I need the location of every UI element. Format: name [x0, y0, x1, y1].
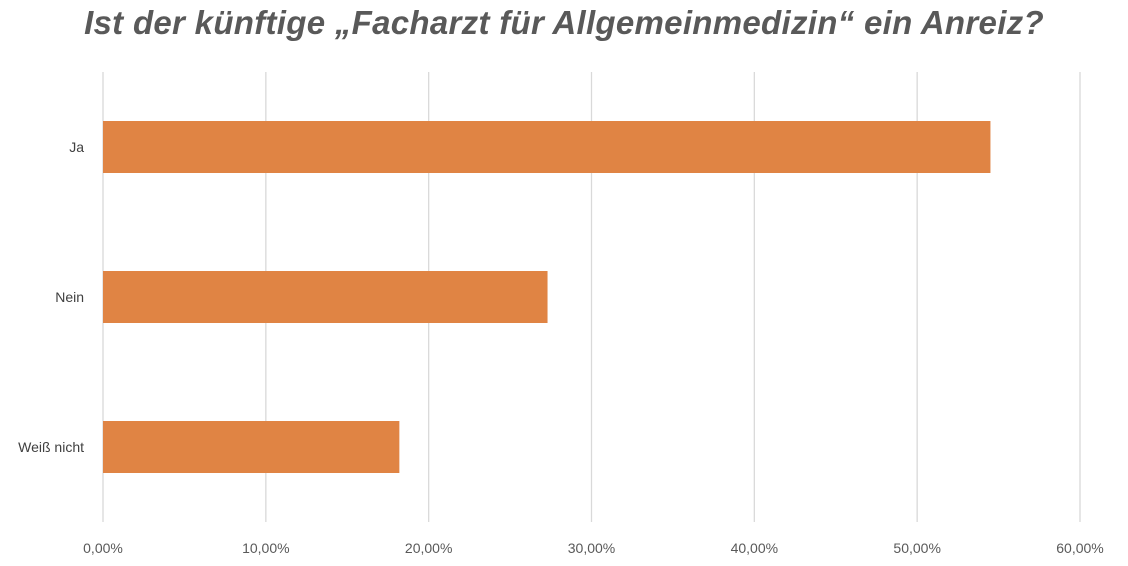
x-tick-label: 60,00%	[1056, 540, 1103, 556]
bar	[103, 121, 991, 173]
category-label: Nein	[55, 289, 84, 305]
chart-title: Ist der künftige „Facharzt für Allgemein…	[84, 4, 1044, 41]
x-tick-label: 10,00%	[242, 540, 289, 556]
category-labels: Ja Nein Weiß nicht	[18, 139, 84, 455]
category-label: Ja	[69, 139, 84, 155]
bar	[103, 421, 400, 473]
x-tick-label: 40,00%	[731, 540, 778, 556]
bar	[103, 271, 548, 323]
category-label: Weiß nicht	[18, 439, 84, 455]
x-tick-label: 30,00%	[568, 540, 615, 556]
x-tick-label: 20,00%	[405, 540, 452, 556]
x-tick-label: 0,00%	[83, 540, 123, 556]
x-tick-labels: 0,00% 10,00% 20,00% 30,00% 40,00% 50,00% 60,00…	[83, 540, 1104, 556]
bars	[103, 121, 991, 473]
x-tick-label: 50,00%	[893, 540, 940, 556]
